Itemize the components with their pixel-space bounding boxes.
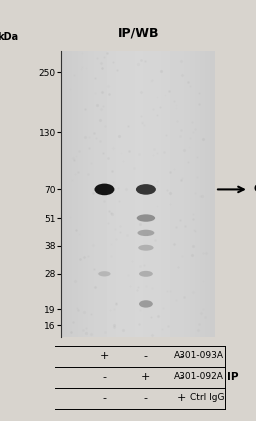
Ellipse shape [137,214,155,222]
Ellipse shape [98,271,111,277]
Ellipse shape [139,300,153,308]
Text: +: + [141,372,151,382]
Text: +: + [100,351,109,361]
Ellipse shape [137,230,154,236]
Ellipse shape [138,245,154,250]
Text: +: + [177,393,186,403]
Text: CSTF64: CSTF64 [253,184,256,195]
Text: -: - [179,372,183,382]
Text: -: - [144,393,148,403]
Ellipse shape [139,271,153,277]
Text: Ctrl IgG: Ctrl IgG [189,393,224,402]
Text: IP: IP [227,372,238,382]
Text: A301-092A: A301-092A [174,372,224,381]
Text: kDa: kDa [0,32,18,42]
Ellipse shape [94,184,114,195]
Ellipse shape [136,184,156,195]
Text: -: - [102,393,106,403]
Text: -: - [102,372,106,382]
Text: -: - [179,351,183,361]
Text: -: - [144,351,148,361]
Text: A301-093A: A301-093A [174,351,224,360]
Text: IP/WB: IP/WB [118,26,159,39]
